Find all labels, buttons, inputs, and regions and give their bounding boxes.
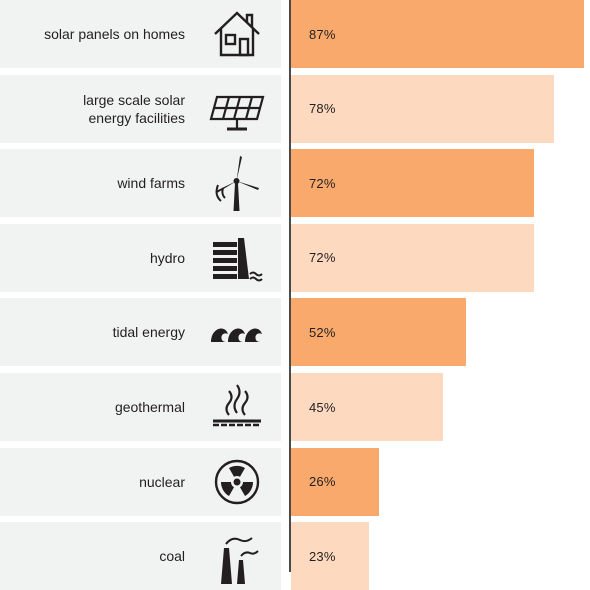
bar-nuclear [291, 447, 379, 516]
geothermal-icon [207, 377, 267, 437]
category-label: large scale solar energy facilities [83, 91, 185, 126]
house-icon [207, 4, 267, 64]
waves-icon [207, 302, 267, 362]
bar-large-scale-solar-energy-facilities [291, 74, 554, 143]
category-row-solar-panels-on-homes: solar panels on homes [0, 0, 281, 68]
bar-geothermal [291, 373, 443, 441]
value-label: 26% [309, 474, 336, 490]
category-row-wind-farms: wind farms [0, 149, 281, 218]
wind-turbine-icon [207, 153, 267, 213]
category-label: geothermal [114, 399, 185, 415]
radiation-icon [207, 452, 267, 512]
value-label: 87% [309, 26, 336, 42]
category-label: wind farms [117, 175, 185, 192]
category-row-geothermal: geothermal [0, 373, 281, 441]
value-label: 45% [309, 399, 336, 415]
category-row-coal: coal [0, 522, 281, 590]
dam-icon [207, 228, 267, 288]
category-row-large-scale-solar-energy-facilities: large scale solar energy facilities [0, 74, 281, 143]
category-label: solar panels on homes [44, 26, 185, 42]
value-label: 72% [309, 175, 336, 191]
factory-chimney-icon [207, 526, 267, 586]
category-row-nuclear: nuclear [0, 447, 281, 516]
value-label: 23% [309, 548, 336, 564]
category-row-hydro: hydro [0, 223, 281, 292]
category-label: hydro [149, 249, 185, 266]
value-label: 78% [309, 101, 336, 117]
category-label: nuclear [139, 473, 185, 490]
bar-tidal-energy [291, 298, 467, 367]
category-row-tidal-energy: tidal energy [0, 298, 281, 367]
bar-solar-panels-on-homes [291, 0, 585, 68]
value-label: 72% [309, 250, 336, 266]
category-label: coal [159, 548, 185, 565]
category-label: tidal energy [112, 324, 185, 341]
solar-panel-icon [207, 79, 267, 139]
axis-line [289, 0, 291, 572]
bar-hydro [291, 223, 534, 292]
value-label: 52% [309, 324, 336, 340]
bar-wind-farms [291, 149, 534, 218]
